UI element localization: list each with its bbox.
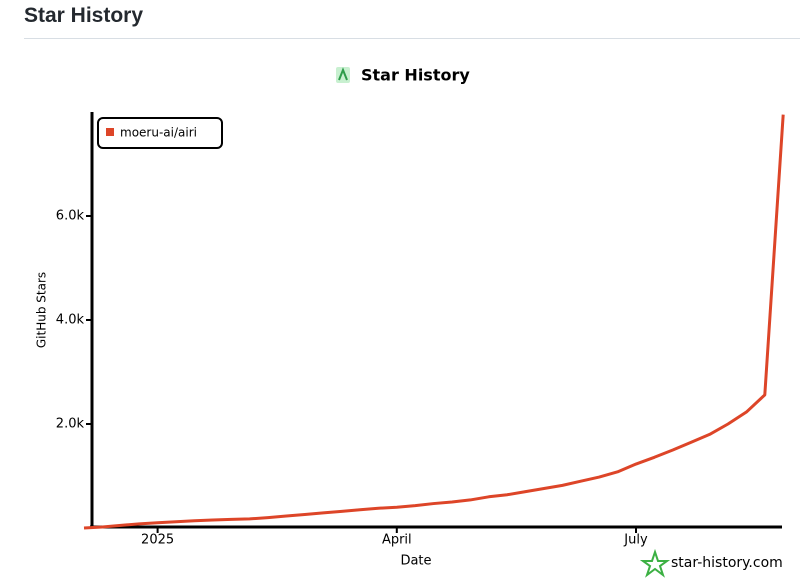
y-tick-label: 2.0k [56,417,85,432]
watermark: star-history.com [671,555,783,571]
chart-title: Star History [361,66,470,85]
title-icon [336,67,350,83]
watermark-icon [639,548,671,578]
y-axis-label: GitHub Stars [35,272,49,348]
legend-label: moeru-ai/airi [120,126,197,140]
series-line [83,114,785,530]
legend-box [97,117,223,149]
x-tick-label: 2025 [141,533,174,548]
divider [24,38,800,39]
y-tick-label: 6.0k [56,209,85,224]
y-tick-label: 4.0k [56,313,85,328]
legend-swatch [106,128,114,136]
x-tick-label: July [623,533,648,548]
page-title: Star History [24,4,144,27]
x-axis-label: Date [400,554,431,569]
x-tick-label: April [382,533,412,548]
